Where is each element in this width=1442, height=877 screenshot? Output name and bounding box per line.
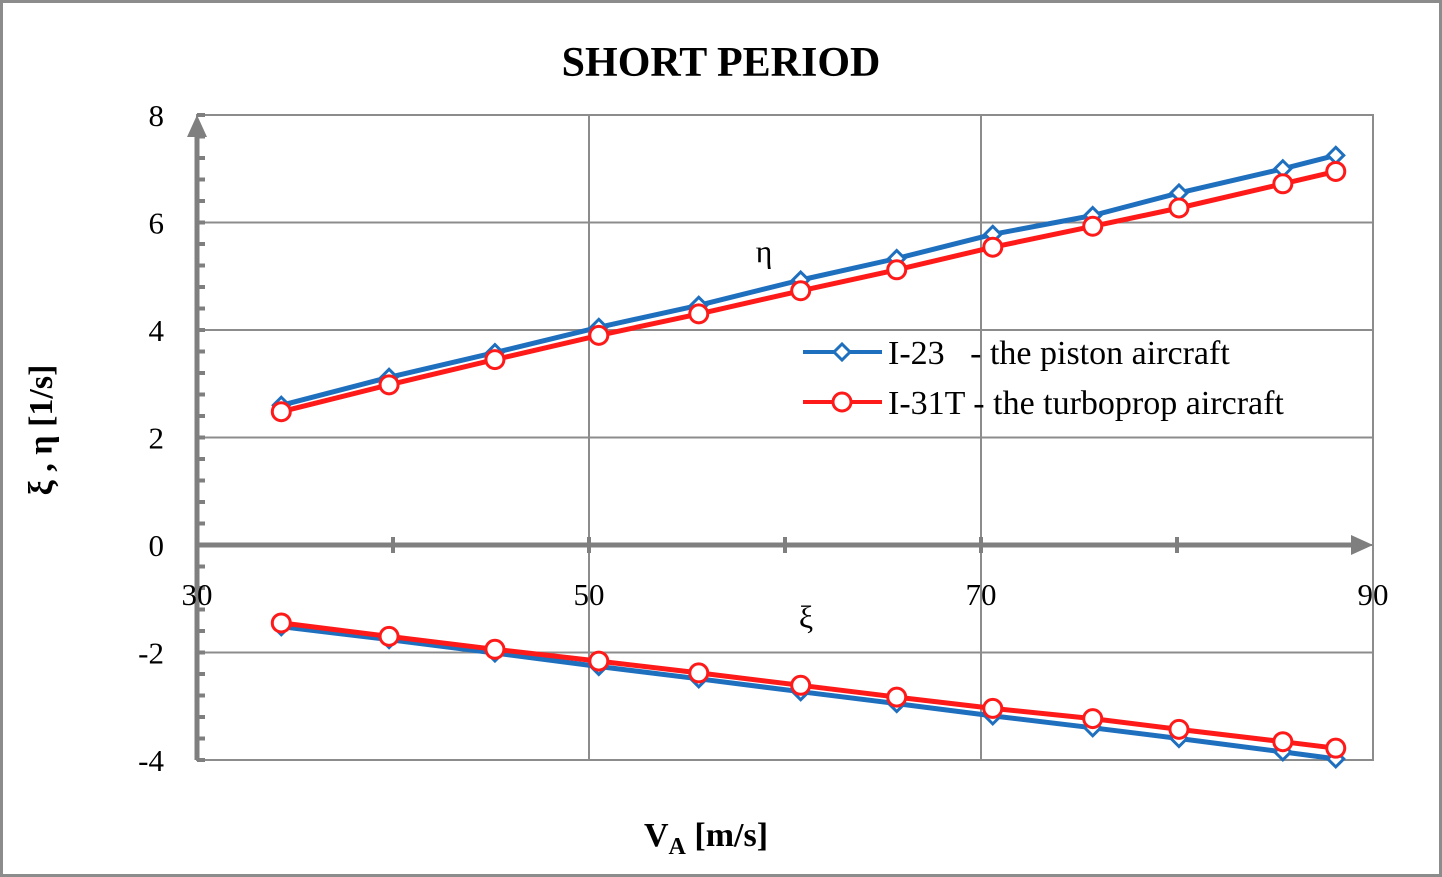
legend-label-i31t: I-31T - the turboprop aircraft xyxy=(888,385,1284,422)
legend-label-i23: I-23 - the piston aircraft xyxy=(888,335,1230,372)
point-1-xi xyxy=(378,625,400,647)
point-1-xi xyxy=(790,674,812,696)
point-1-eta xyxy=(982,236,1004,258)
legend: I-23 - the piston aircraft I-31T - the t… xyxy=(803,335,1284,422)
legend-marker-diamond xyxy=(831,341,853,363)
point-1-eta xyxy=(790,280,812,302)
point-1-xi xyxy=(270,612,292,634)
point-1-eta xyxy=(270,401,292,423)
x-axis-arrow xyxy=(1351,535,1373,555)
point-1-eta xyxy=(1272,173,1294,195)
point-1-eta xyxy=(484,349,506,371)
y-axis-arrow xyxy=(187,115,207,137)
point-1-eta xyxy=(1082,215,1104,237)
legend-marker-circle xyxy=(831,391,853,413)
legend-entry-i31t: I-31T - the turboprop aircraft xyxy=(803,385,1284,422)
point-1-xi xyxy=(484,638,506,660)
series-line-0-eta xyxy=(280,152,1337,408)
x-tick-label: 50 xyxy=(574,577,605,612)
x-axis-label-unit: [m/s] xyxy=(686,817,768,854)
series-line-1-xi xyxy=(280,620,1337,751)
chart-title: SHORT PERIOD xyxy=(562,40,881,86)
tick-labels: -4 -2 0 2 4 6 8 30 50 70 90 xyxy=(138,98,1388,778)
point-1-eta xyxy=(1325,160,1347,182)
point-1-eta xyxy=(886,259,908,281)
axes xyxy=(187,113,1373,762)
series-line-1-eta xyxy=(280,168,1337,415)
xi-annotation: ξ xyxy=(799,599,813,635)
y-tick-label: -4 xyxy=(138,743,164,778)
point-1-eta xyxy=(378,374,400,396)
y-tick-label: 4 xyxy=(149,313,165,348)
point-1-eta xyxy=(1168,197,1190,219)
point-1-xi xyxy=(688,662,710,684)
grid-lines xyxy=(196,114,1374,761)
eta-annotation: η xyxy=(756,233,773,269)
y-tick-label: 8 xyxy=(149,98,165,133)
point-0-eta xyxy=(1325,145,1346,166)
y-axis-label: ξ , η [1/s] xyxy=(23,365,60,496)
point-1-eta xyxy=(588,324,610,346)
y-tick-label: 2 xyxy=(149,421,165,456)
point-1-xi xyxy=(886,686,908,708)
point-1-xi xyxy=(1272,731,1294,753)
y-tick-label: 6 xyxy=(149,206,165,241)
y-tick-label: 0 xyxy=(149,528,165,563)
point-1-xi xyxy=(982,697,1004,719)
x-tick-label: 70 xyxy=(966,577,997,612)
point-1-xi xyxy=(1082,708,1104,730)
series-group xyxy=(270,145,1347,770)
point-1-xi xyxy=(1325,737,1347,759)
x-tick-label: 90 xyxy=(1358,577,1389,612)
y-tick-label: -2 xyxy=(138,636,164,671)
x-axis-label: VA [m/s] xyxy=(644,817,768,860)
series-line-0-xi xyxy=(281,624,1337,762)
point-1-xi xyxy=(588,650,610,672)
x-tick-label: 30 xyxy=(182,577,213,612)
x-axis-label-sub: A xyxy=(669,834,687,860)
point-1-eta xyxy=(688,303,710,325)
legend-entry-i23: I-23 - the piston aircraft xyxy=(803,335,1230,372)
point-1-xi xyxy=(1168,718,1190,740)
x-axis-label-main: V xyxy=(644,817,669,854)
